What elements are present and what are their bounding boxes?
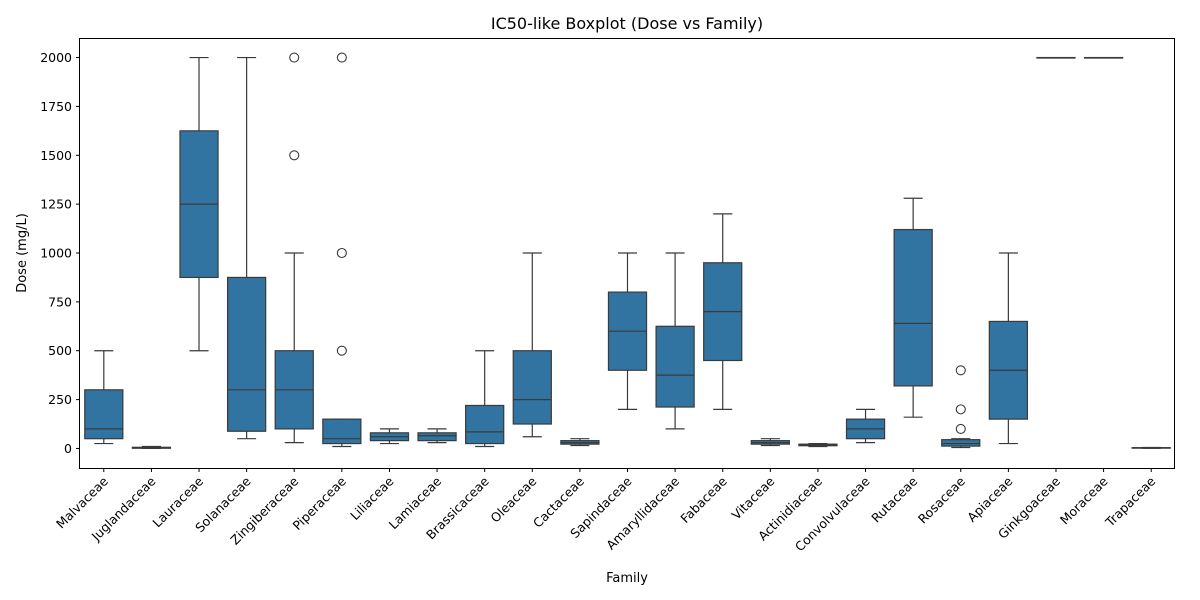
- box-group: [465, 350, 505, 448]
- box-group: [703, 213, 743, 410]
- chart-title: IC50-like Boxplot (Dose vs Family): [491, 14, 763, 33]
- box-group: [655, 252, 695, 430]
- outlier-point: [955, 365, 966, 376]
- box-group: [988, 252, 1029, 445]
- y-tick-label: 1500: [40, 148, 72, 163]
- box-group: [560, 438, 600, 447]
- box-group: [322, 52, 362, 448]
- x-tick-label: Vitaceae: [728, 473, 777, 522]
- iqr-box: [941, 439, 981, 447]
- outlier-point: [336, 345, 347, 356]
- box-group: [1131, 446, 1171, 449]
- y-tick-label: 1000: [40, 246, 72, 261]
- box-group: [512, 252, 552, 438]
- x-tick-label: Rutaceae: [868, 473, 920, 525]
- x-tick-label: Rosaceae: [915, 473, 968, 526]
- box-group: [607, 252, 648, 410]
- box-group: [274, 52, 314, 444]
- iqr-box: [226, 276, 267, 432]
- x-tick-label: Fabaceae: [677, 473, 730, 526]
- box-group: [369, 428, 410, 445]
- outlier-point: [955, 404, 966, 415]
- box-group: [417, 428, 457, 444]
- x-tick-label: Trapaceae: [1102, 473, 1159, 530]
- box-group: [1036, 56, 1076, 59]
- box-group: [750, 438, 790, 447]
- iqr-box: [417, 432, 457, 442]
- y-tick-label: 750: [48, 294, 72, 309]
- x-axis-label: Family: [606, 571, 648, 586]
- y-tick-label: 500: [48, 343, 72, 358]
- x-tick-label: Liliaceae: [347, 473, 397, 523]
- box-group: [798, 442, 838, 448]
- box-group: [941, 365, 981, 449]
- y-tick-label: 250: [48, 392, 72, 407]
- y-tick-label: 1750: [40, 99, 72, 114]
- iqr-box: [84, 389, 124, 440]
- box-group: [893, 197, 933, 418]
- iqr-box: [465, 404, 505, 445]
- y-axis-label: Dose (mg/L): [15, 213, 30, 293]
- box-group: [845, 408, 886, 444]
- box-group: [131, 445, 172, 450]
- outlier-point: [336, 247, 347, 259]
- x-axis: MalvaceaeJuglandaceaeLauraceaeSolanaceae…: [53, 468, 1159, 554]
- iqr-box: [512, 350, 552, 425]
- y-tick-label: 0: [64, 441, 72, 456]
- box-group: [84, 350, 124, 445]
- iqr-box: [322, 418, 362, 445]
- outlier-point: [336, 52, 347, 63]
- iqr-box: [655, 325, 695, 408]
- y-axis: 0 250 500 750 1000 1250 1500 1750 2000: [40, 50, 80, 456]
- outlier-point: [289, 52, 300, 63]
- box-group: [179, 56, 219, 352]
- y-tick-label: 1250: [40, 197, 72, 212]
- box-group: [1083, 56, 1124, 59]
- plot-area: [84, 52, 1171, 450]
- iqr-box: [893, 228, 933, 387]
- outlier-point: [289, 150, 300, 161]
- box-group: [226, 56, 267, 440]
- outlier-point: [955, 423, 966, 434]
- y-tick-label: 2000: [40, 50, 72, 65]
